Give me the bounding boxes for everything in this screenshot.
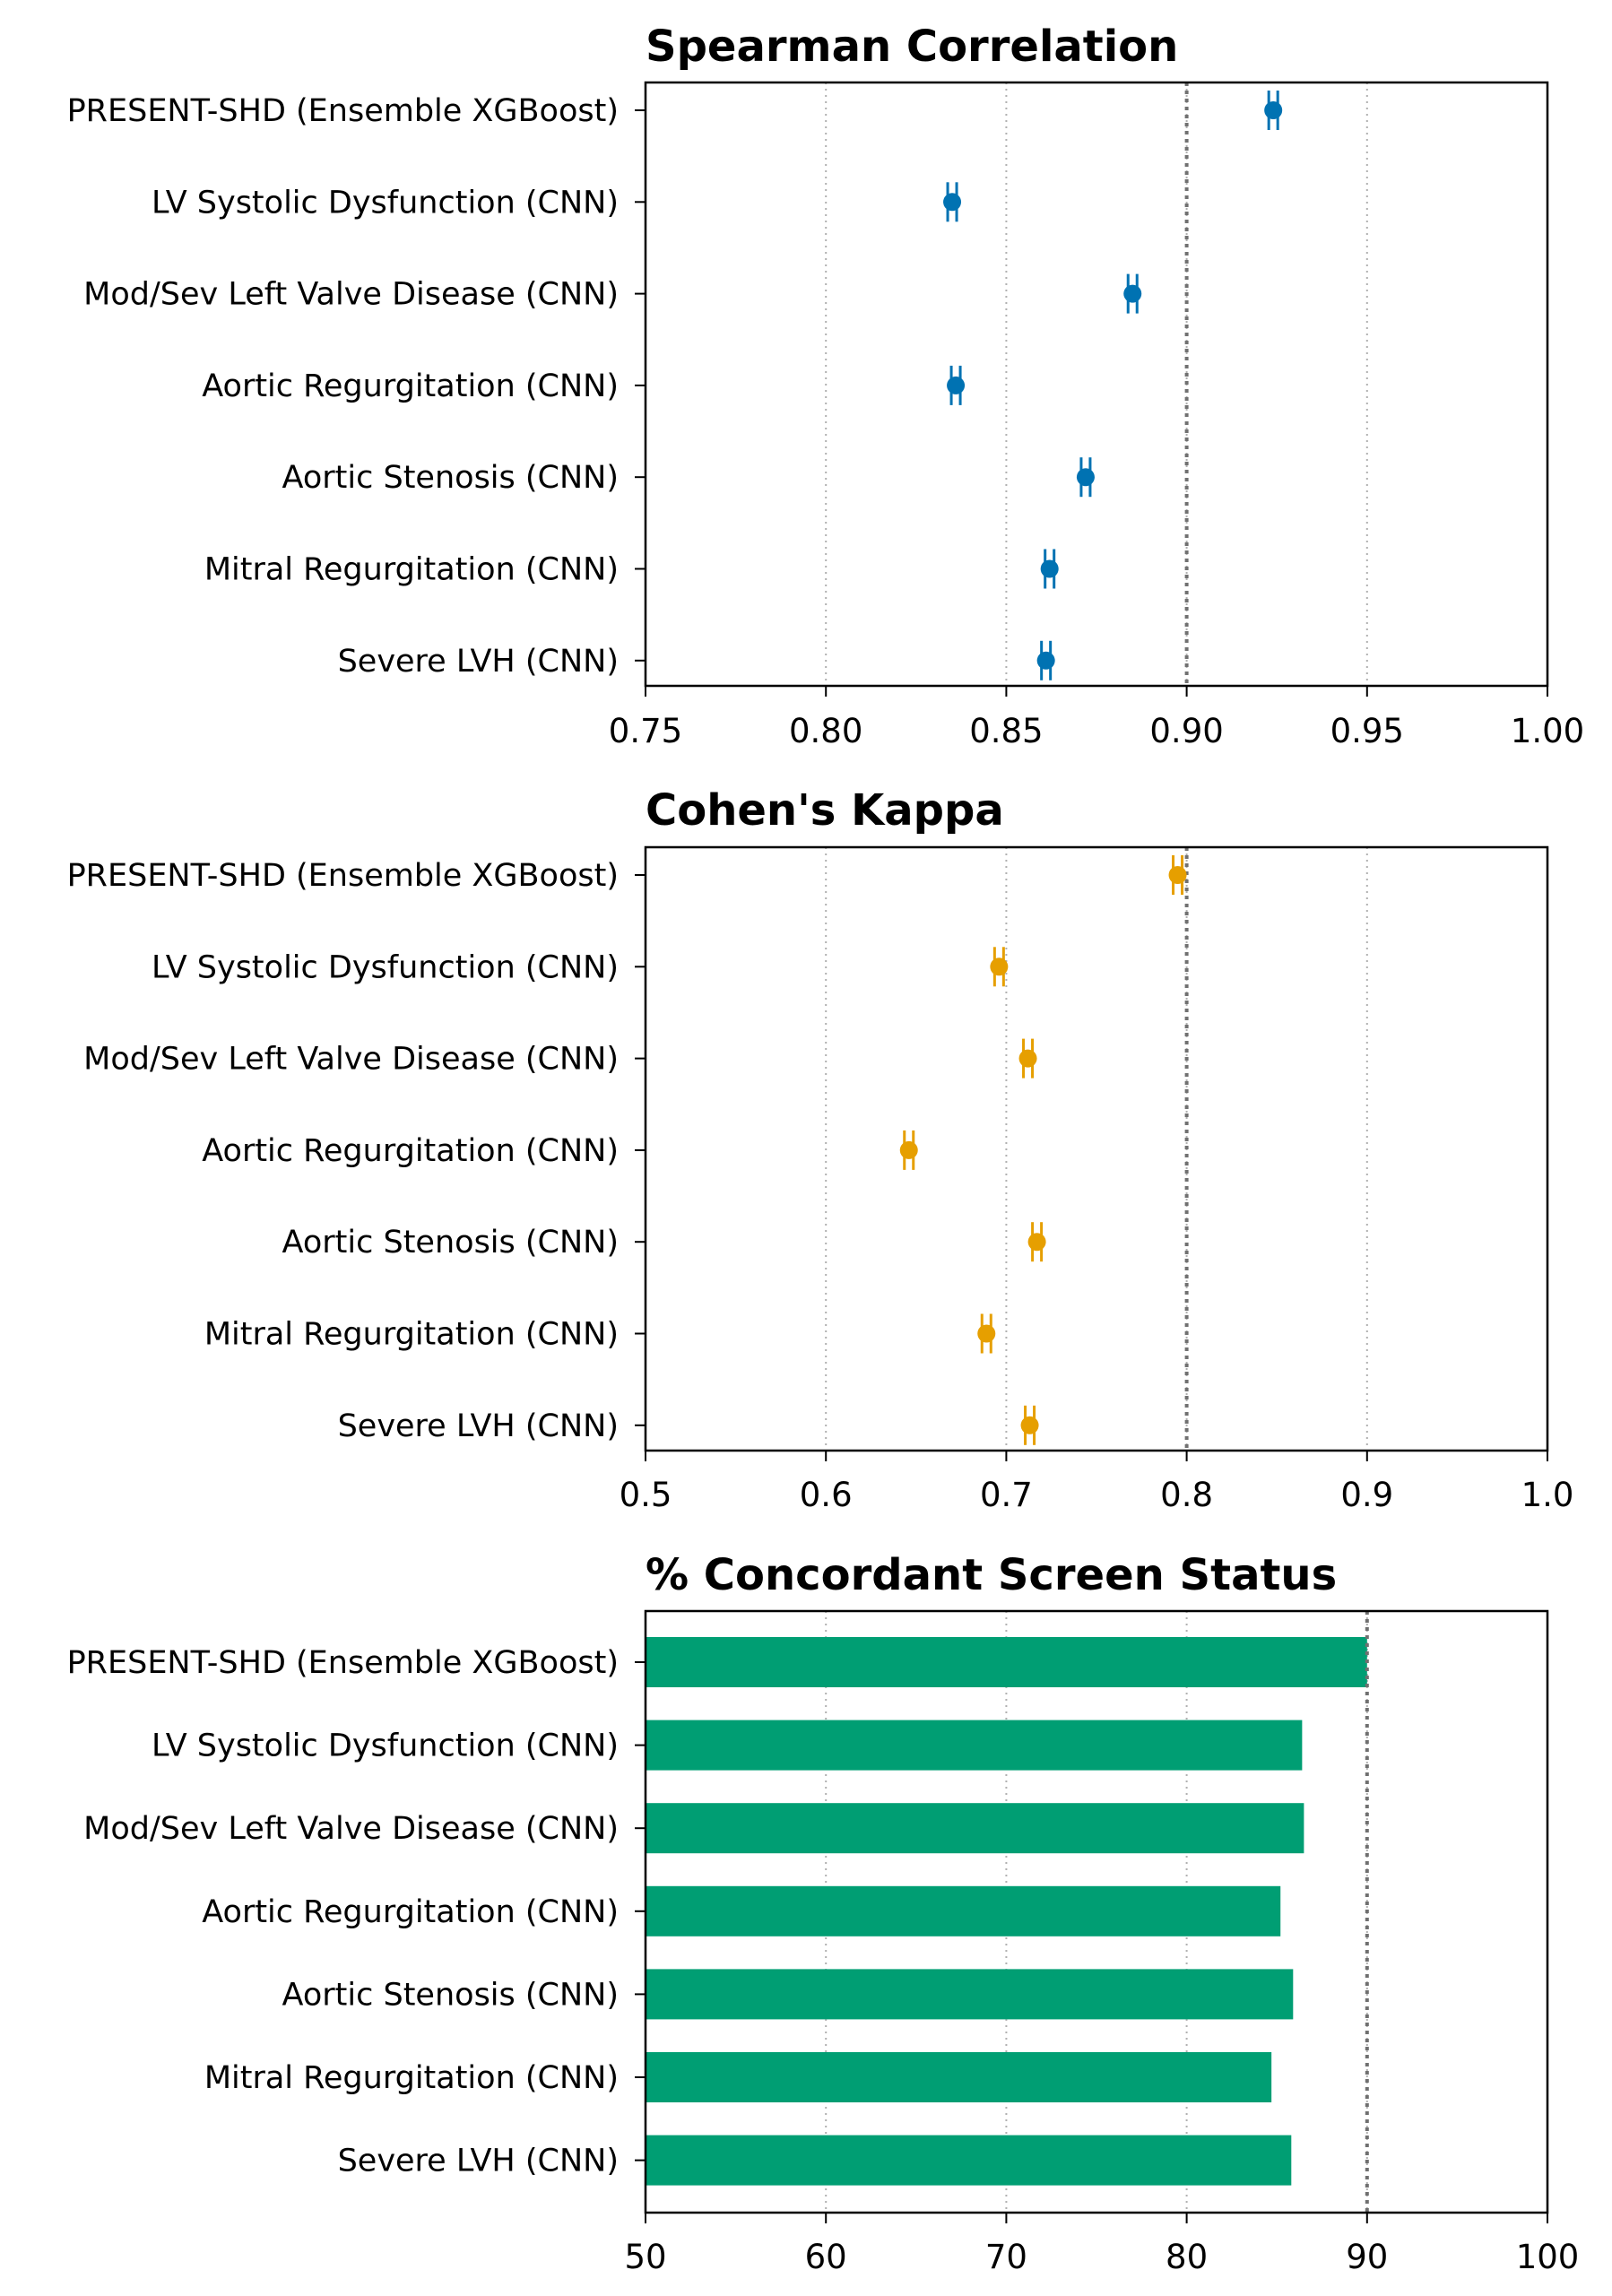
category-label: Mod/Sev Left Valve Disease (CNN) bbox=[83, 1042, 619, 1078]
category-label: Mitral Regurgitation (CNN) bbox=[204, 2060, 619, 2096]
category-label: LV Systolic Dysfunction (CNN) bbox=[152, 949, 619, 985]
data-point bbox=[1018, 1049, 1037, 1068]
x-tick-label: 1.0 bbox=[1521, 1476, 1574, 1514]
category-label: Mitral Regurgitation (CNN) bbox=[204, 1317, 619, 1353]
data-point bbox=[1027, 1233, 1046, 1252]
category-label: PRESENT-SHD (Ensemble XGBoost) bbox=[67, 1645, 619, 1681]
bar bbox=[646, 1720, 1303, 1771]
x-tick-label: 100 bbox=[1516, 2238, 1580, 2276]
data-point bbox=[947, 376, 966, 394]
x-tick-label: 0.80 bbox=[789, 712, 862, 750]
bar bbox=[646, 2052, 1272, 2102]
data-point bbox=[1036, 651, 1055, 670]
x-tick-label: 1.00 bbox=[1511, 712, 1584, 750]
category-label: PRESENT-SHD (Ensemble XGBoost) bbox=[67, 858, 619, 894]
category-label: Severe LVH (CNN) bbox=[338, 1408, 619, 1444]
x-tick-label: 80 bbox=[1166, 2238, 1208, 2276]
category-label: LV Systolic Dysfunction (CNN) bbox=[152, 185, 619, 221]
x-tick-label: 0.8 bbox=[1160, 1476, 1213, 1514]
x-tick-label: 0.6 bbox=[800, 1476, 853, 1514]
x-tick-label: 0.95 bbox=[1330, 712, 1404, 750]
data-point bbox=[899, 1140, 918, 1159]
x-tick-label: 90 bbox=[1346, 2238, 1388, 2276]
bar bbox=[646, 2135, 1292, 2186]
bar bbox=[646, 1803, 1304, 1854]
data-point bbox=[1076, 468, 1095, 487]
category-label: PRESENT-SHD (Ensemble XGBoost) bbox=[67, 93, 619, 129]
x-tick-label: 0.5 bbox=[620, 1476, 672, 1514]
bar bbox=[646, 1637, 1367, 1687]
data-point bbox=[977, 1324, 996, 1343]
x-tick-label: 70 bbox=[985, 2238, 1027, 2276]
x-tick-label: 0.9 bbox=[1340, 1476, 1393, 1514]
data-point bbox=[1020, 1416, 1039, 1434]
x-tick-label: 0.7 bbox=[980, 1476, 1033, 1514]
bar bbox=[646, 1969, 1294, 2020]
category-label: Aortic Stenosis (CNN) bbox=[282, 1225, 619, 1261]
data-point bbox=[1168, 866, 1187, 884]
data-point bbox=[1123, 284, 1142, 303]
chart-title: Cohen's Kappa bbox=[646, 785, 1004, 836]
chart-kappa: Cohen's Kappa 0.5 0.6 0.7 0.8 0.9 1.0 PRESENT-S… bbox=[67, 785, 1574, 1514]
category-label: Mod/Sev Left Valve Disease (CNN) bbox=[83, 277, 619, 313]
category-label: Mitral Regurgitation (CNN) bbox=[204, 552, 619, 588]
data-point bbox=[1264, 101, 1283, 119]
chart-spearman: Spearman Correlation 0.75 0.80 0.85 0.90 0.95… bbox=[67, 22, 1585, 750]
x-tick-label: 50 bbox=[624, 2238, 666, 2276]
category-label: Aortic Stenosis (CNN) bbox=[282, 460, 619, 496]
category-label: Severe LVH (CNN) bbox=[338, 644, 619, 680]
x-tick-label: 0.90 bbox=[1149, 712, 1223, 750]
category-label: Aortic Regurgitation (CNN) bbox=[202, 1894, 619, 1930]
axes-frame bbox=[644, 845, 1549, 1452]
x-tick-label: 60 bbox=[805, 2238, 847, 2276]
category-label: Aortic Stenosis (CNN) bbox=[282, 1977, 619, 2013]
data-point bbox=[943, 193, 962, 212]
x-tick-label: 0.75 bbox=[609, 712, 682, 750]
chart-title: % Concordant Screen Status bbox=[646, 1550, 1337, 1600]
category-label: Aortic Regurgitation (CNN) bbox=[202, 368, 619, 404]
category-label: Mod/Sev Left Valve Disease (CNN) bbox=[83, 1811, 619, 1847]
category-label: Aortic Regurgitation (CNN) bbox=[202, 1133, 619, 1169]
bar bbox=[646, 1885, 1281, 1936]
category-label: LV Systolic Dysfunction (CNN) bbox=[152, 1728, 619, 1764]
data-point bbox=[1040, 559, 1059, 578]
chart-title: Spearman Correlation bbox=[646, 22, 1178, 72]
category-label: Severe LVH (CNN) bbox=[338, 2144, 619, 2179]
chart-concordance: % Concordant Screen Status 50 60 70 80 90 100 P… bbox=[67, 1550, 1580, 2276]
axes-frame bbox=[644, 81, 1549, 688]
x-tick-label: 0.85 bbox=[969, 712, 1043, 750]
data-point bbox=[990, 957, 1009, 976]
